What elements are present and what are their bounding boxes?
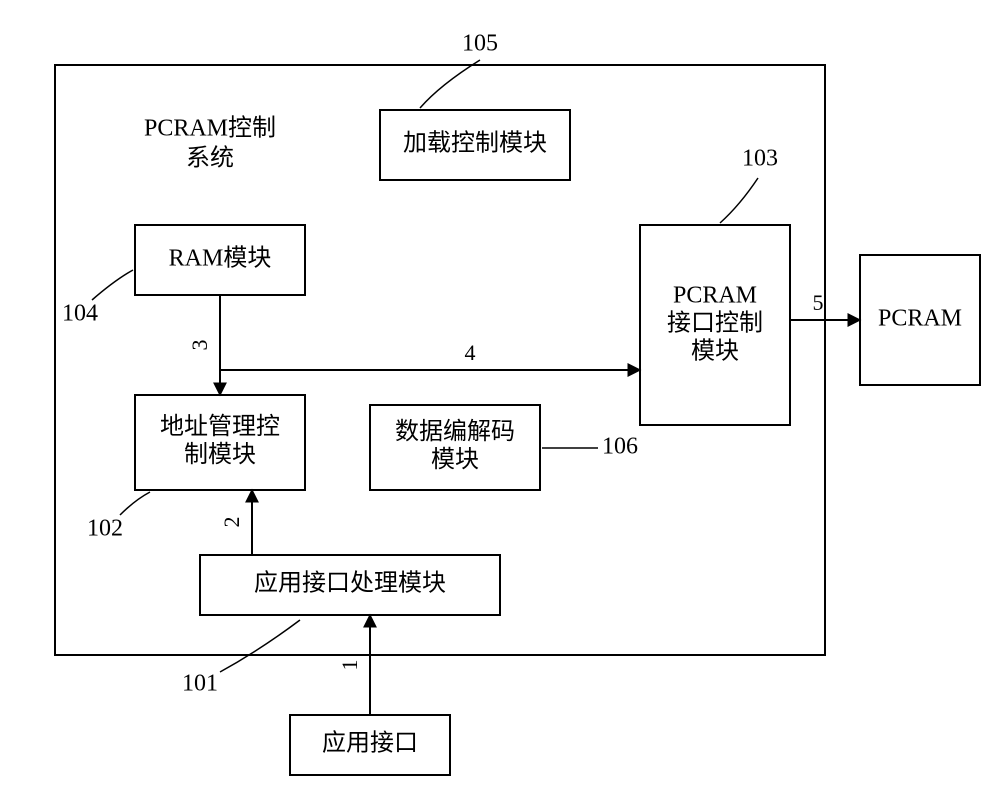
node-codec-label: 数据编解码 bbox=[395, 418, 515, 445]
node-ram: RAM模块 bbox=[135, 225, 305, 295]
callout-c105-text: 105 bbox=[462, 31, 498, 57]
node-codec: 数据编解码模块 bbox=[370, 405, 540, 490]
edge-e3-num: 3 bbox=[187, 340, 212, 351]
node-app_if_proc-label: 应用接口处理模块 bbox=[254, 570, 446, 597]
callout-c103-text: 103 bbox=[742, 146, 778, 172]
node-ram-label: RAM模块 bbox=[169, 245, 272, 272]
system-title-line: 系统 bbox=[186, 145, 234, 172]
node-addr_ctrl: 地址管理控制模块 bbox=[135, 395, 305, 490]
node-pcram_if: PCRAM接口控制模块 bbox=[640, 225, 790, 425]
node-app_if: 应用接口 bbox=[290, 715, 450, 775]
node-pcram_if-label: 接口控制 bbox=[667, 310, 763, 337]
edge-e4-num: 4 bbox=[465, 340, 476, 365]
node-pcram_if-label: 模块 bbox=[691, 338, 739, 365]
node-app_if-label: 应用接口 bbox=[322, 730, 418, 757]
node-pcram_if-label: PCRAM bbox=[673, 283, 757, 309]
edge-e1-num: 1 bbox=[337, 660, 362, 671]
node-load_ctrl-label: 加载控制模块 bbox=[403, 130, 547, 157]
callout-c101-text: 101 bbox=[182, 671, 218, 697]
callout-c102-text: 102 bbox=[87, 516, 123, 542]
node-pcram: PCRAM bbox=[860, 255, 980, 385]
system-title-line: PCRAM控制 bbox=[144, 115, 276, 142]
node-codec-label: 模块 bbox=[431, 446, 479, 473]
node-load_ctrl: 加载控制模块 bbox=[380, 110, 570, 180]
callout-c104-text: 104 bbox=[62, 301, 98, 327]
node-addr_ctrl-label: 制模块 bbox=[184, 441, 256, 468]
edge-e2-num: 2 bbox=[219, 517, 244, 528]
callout-c106-text: 106 bbox=[602, 434, 638, 460]
node-app_if_proc: 应用接口处理模块 bbox=[200, 555, 500, 615]
node-pcram-label: PCRAM bbox=[878, 306, 962, 332]
edge-e5-num: 5 bbox=[813, 290, 824, 315]
node-addr_ctrl-label: 地址管理控 bbox=[160, 413, 280, 440]
